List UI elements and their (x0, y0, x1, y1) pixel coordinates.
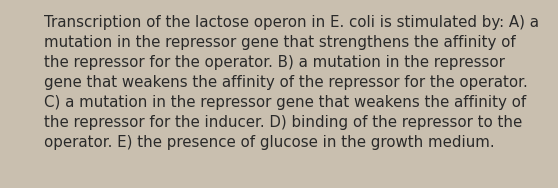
Text: Transcription of the lactose operon in E. coli is stimulated by: A) a
mutation i: Transcription of the lactose operon in E… (44, 15, 539, 150)
